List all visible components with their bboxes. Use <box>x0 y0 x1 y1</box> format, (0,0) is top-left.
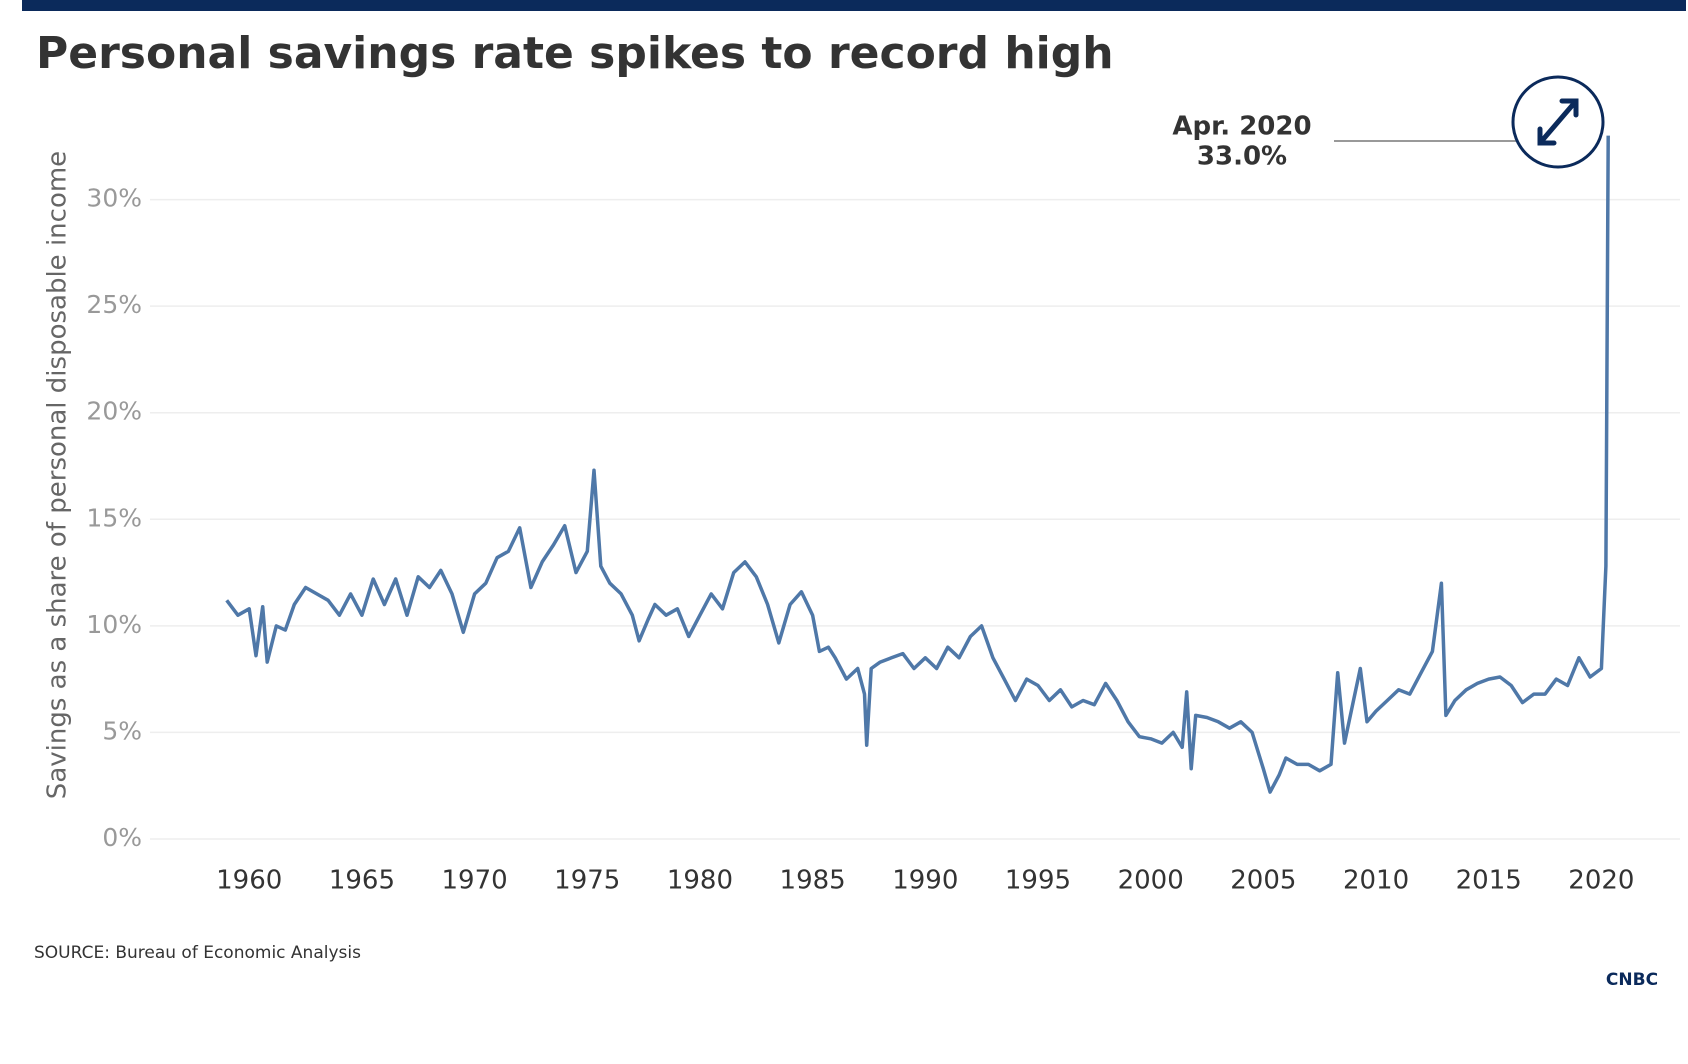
y-tick-label: 25% <box>86 290 142 319</box>
x-tick-label: 2020 <box>1568 866 1634 896</box>
y-axis-label: Savings as a share of personal disposabl… <box>43 151 73 799</box>
expand-icon <box>1537 98 1579 146</box>
x-tick-label: 1985 <box>780 866 846 896</box>
logo: CNBC <box>1606 970 1658 990</box>
x-tick-label: 1965 <box>329 866 395 896</box>
x-tick-label: 1990 <box>892 866 958 896</box>
y-tick-label: 5% <box>102 716 142 745</box>
x-tick-label: 1970 <box>441 866 507 896</box>
y-tick-label: 15% <box>86 503 142 532</box>
y-tick-label: 20% <box>86 397 142 426</box>
x-tick-label: 1995 <box>1005 866 1071 896</box>
y-tick-label: 10% <box>86 610 142 639</box>
annotation-date: Apr. 2020 <box>1172 112 1311 142</box>
source: SOURCE: Bureau of Economic Analysis <box>34 943 361 963</box>
annotation-value: 33.0% <box>1197 142 1287 172</box>
x-tick-label: 2010 <box>1343 866 1409 896</box>
x-tick-label: 2000 <box>1118 866 1184 896</box>
expand-button[interactable] <box>1511 75 1605 169</box>
chart-title: Personal savings rate spikes to record h… <box>36 28 1114 79</box>
x-tick-label: 2015 <box>1456 866 1522 896</box>
x-tick-label: 1980 <box>667 866 733 896</box>
series-line <box>225 135 1610 794</box>
x-tick-label: 1975 <box>554 866 620 896</box>
y-tick-label: 30% <box>86 184 142 213</box>
x-tick-label: 1960 <box>216 866 282 896</box>
y-tick-label: 0% <box>102 823 142 852</box>
x-tick-label: 2005 <box>1230 866 1296 896</box>
top-bar <box>22 0 1686 11</box>
